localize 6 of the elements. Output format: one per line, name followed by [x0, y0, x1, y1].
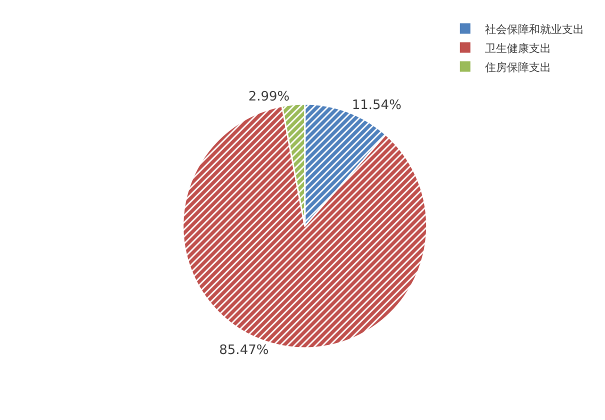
legend-label: 卫生健康支出	[485, 42, 552, 55]
data-label: 2.99%	[248, 90, 290, 105]
data-label: 11.54%	[352, 98, 402, 113]
data-label: 85.47%	[219, 343, 269, 358]
legend-label: 社会保障和就业支出	[485, 22, 584, 36]
legend-label: 住房保障支出	[485, 60, 552, 74]
